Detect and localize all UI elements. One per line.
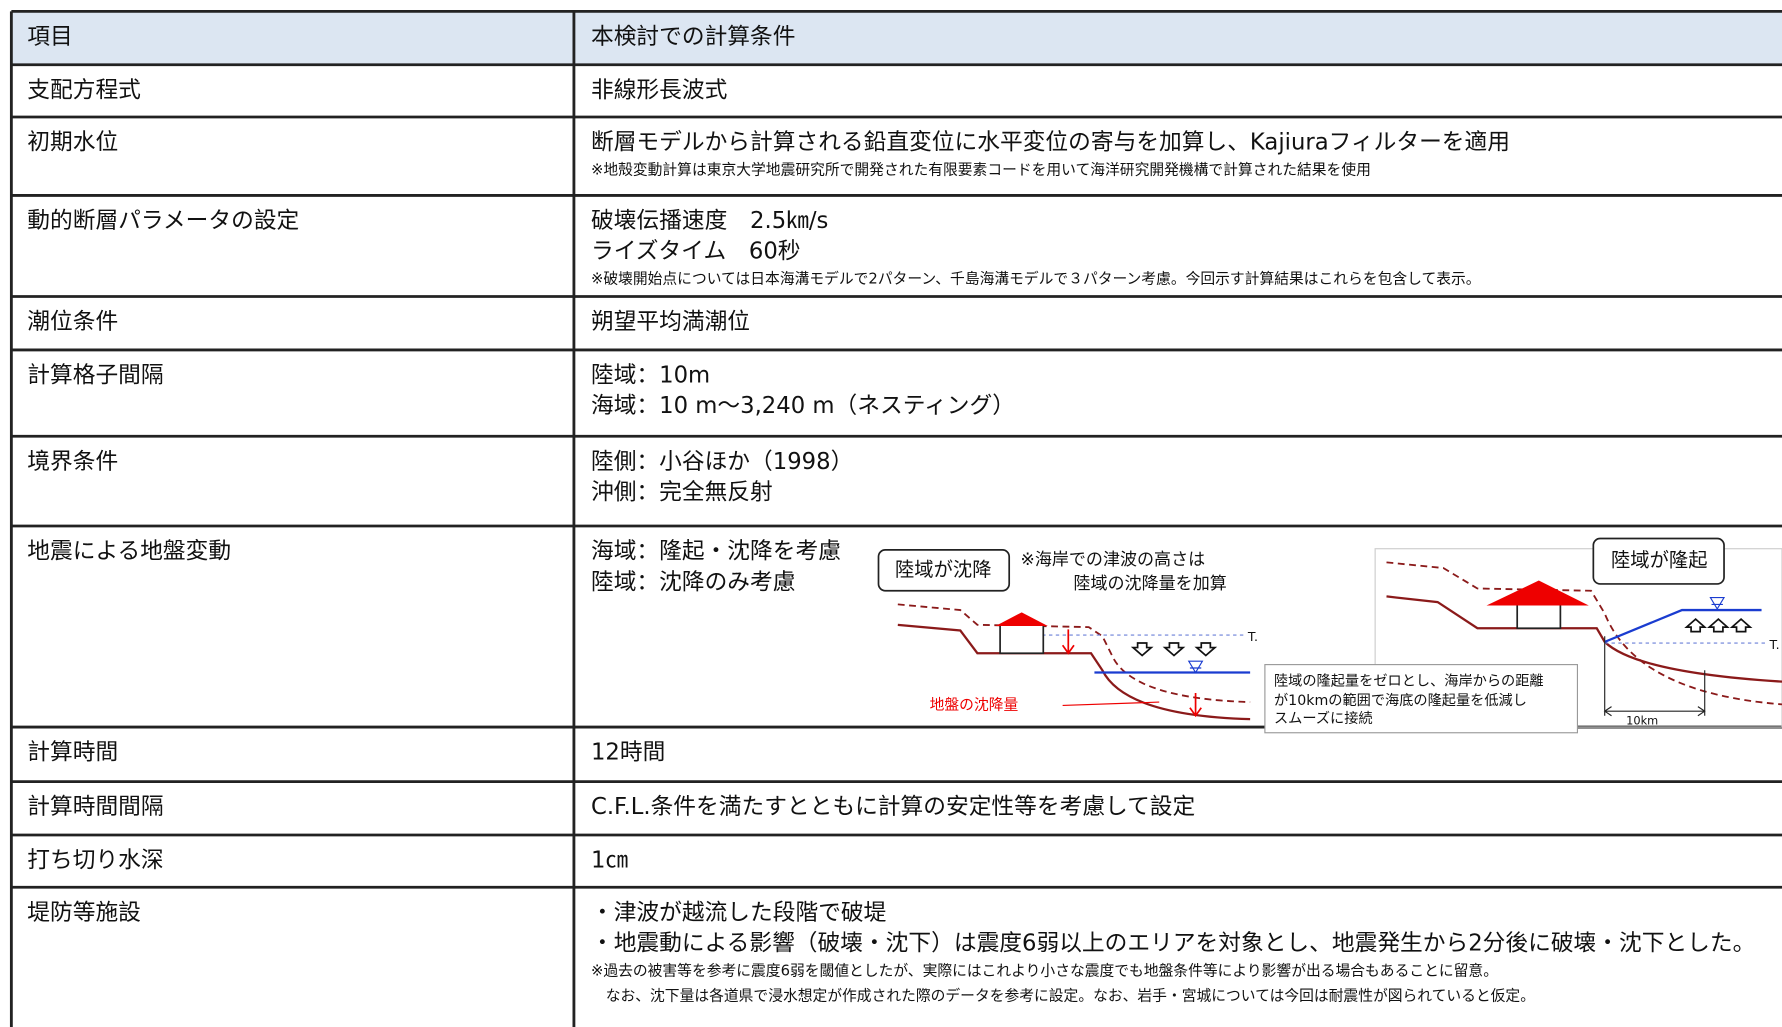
condition-text: ・津波が越流した段階で破堤 [591,900,887,926]
condition-text: ・地震動による影響（破壊・沈下）は震度6弱以上のエリアを対象とし、地震発生から2… [591,931,1755,957]
condition-text: 破壊伝播速度 2.5㎞/s [591,208,828,234]
item-label: 計算時間 [27,740,118,766]
water-mark [1709,597,1726,611]
uplift-note: スムーズに接続 [1274,710,1373,727]
distance-marker [1603,636,1706,717]
condition-text: 陸域：10m [591,363,710,389]
note-box [1264,664,1579,734]
subsidence-label: 地盤の沈降量 [930,696,1019,713]
item-label: 計算格子間隔 [27,363,163,389]
distance-label: 10km [1626,713,1658,727]
condition-note: ※破壊開始点については日本海溝モデルで2パターン、千島海溝モデルで３パターン考慮… [591,269,1481,287]
condition-note: ※地殻変動計算は東京大学地震研究所で開発された有限要素コードを用いて海洋研究開発… [591,161,1371,178]
title-box [877,549,1011,592]
item-label: 初期水位 [27,130,118,156]
condition-note: ※過去の被害等を参考に震度6弱を閾値としたが、実際にはこれより小さな震度でも地盤… [591,961,1498,979]
item-label: 打ち切り水深 [27,848,163,874]
item-label: 境界条件 [27,449,118,475]
roof [1486,580,1589,606]
subsidence-note: ※海岸での津波の高さは [1021,550,1206,570]
item-label: 潮位条件 [27,309,118,335]
header-cell: 項目 [27,24,72,50]
item-label: 計算時間間隔 [27,794,163,820]
tide-label: T. [1247,629,1258,644]
uplift-note: が10kmの範囲で海底の隆起量を低減し [1274,692,1527,709]
condition-text: 沖側：完全無反射 [591,480,773,506]
subsidence-arrow [1061,629,1202,718]
condition-text: 1㎝ [591,848,628,874]
condition-text: 12時間 [591,740,665,766]
item-label: 支配方程式 [27,77,141,103]
frame [1374,548,1782,728]
condition-text: C.F.L.条件を満たすとともに計算の安定性等を考慮して設定 [591,794,1195,820]
down-arrows [1130,642,1218,657]
condition-text: 陸域：沈降のみ考慮 [591,569,796,595]
item-label: 動的断層パラメータの設定 [27,208,299,234]
tide-label: T. [1768,637,1779,652]
roof [995,612,1048,626]
label-line [1062,701,1160,707]
subsidence-note: 陸域の沈降量を加算 [1073,574,1226,594]
water-level [1604,608,1762,643]
house [1516,603,1562,630]
title-box [1592,537,1725,585]
water-mark [1187,660,1204,674]
item-label: 地震による地盤変動 [27,539,231,565]
header-background [11,11,1782,65]
item-label: 堤防等施設 [27,900,141,926]
header-cell: 本検討での計算条件 [591,24,796,50]
condition-text: 海域：隆起・沈降を考慮 [591,539,841,565]
house [999,623,1045,655]
diagram: 陸域が沈降 ※海岸での津波の高さは 陸域の沈降量を加算 T. 地盤の沈降量 T.… [877,537,1782,734]
condition-text: 非線形長波式 [591,77,727,103]
subsidence-title: 陸域が沈降 [895,558,992,581]
condition-text: 陸側：小谷ほか（1998） [591,449,853,475]
condition-text: 断層モデルから計算される鉛直変位に水平変位の寄与を加算し、Kajiuraフィルタ… [591,130,1510,156]
condition-text: 朔望平均満潮位 [591,309,750,335]
condition-note: なお、沈下量は各道県で浸水想定が作成された際のデータを参考に設定。なお、岩手・宮… [591,986,1535,1004]
uplift-note: 陸域の隆起量をゼロとし、海岸からの距離 [1274,673,1544,690]
uplift-title: 陸域が隆起 [1611,549,1708,572]
after-ground [897,623,1251,721]
up-arrows [1684,618,1753,633]
condition-text: 海域：10 m～3,240 m（ネスティング） [591,393,1015,419]
condition-text: ライズタイム 60秒 [591,239,801,265]
after-ground [1386,595,1782,683]
